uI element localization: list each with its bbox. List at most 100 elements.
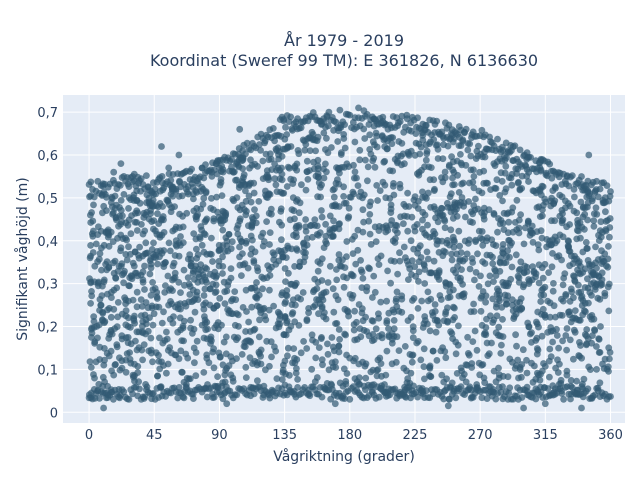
scatter-point [203, 354, 211, 362]
scatter-point [110, 395, 117, 403]
scatter-point [219, 253, 226, 261]
scatter-point [400, 364, 408, 372]
scatter-point [446, 193, 454, 201]
scatter-point [334, 296, 342, 304]
scatter-point [475, 227, 483, 235]
scatter-point [567, 318, 575, 326]
x-tick-label: 90 [211, 428, 228, 443]
scatter-point [535, 279, 543, 287]
scatter-point [449, 158, 457, 166]
scatter-point [444, 199, 451, 207]
scatter-point [210, 304, 218, 312]
scatter-point [361, 362, 369, 370]
scatter-point [455, 322, 462, 330]
scatter-point [291, 281, 299, 289]
scatter-point [558, 219, 566, 227]
scatter-point [117, 181, 124, 189]
scatter-point [113, 201, 120, 209]
scatter-point [531, 362, 538, 370]
scatter-point [440, 395, 448, 403]
scatter-point [304, 176, 312, 183]
scatter-point [192, 262, 200, 270]
scatter-point [452, 203, 459, 211]
scatter-point [375, 393, 383, 401]
scatter-point [552, 184, 559, 192]
scatter-point [424, 288, 432, 296]
scatter-point [393, 288, 401, 296]
scatter-point [521, 224, 529, 232]
scatter-point [350, 326, 358, 334]
scatter-point [530, 269, 538, 277]
scatter-point [192, 372, 200, 380]
scatter-point [103, 258, 111, 265]
scatter-point [88, 292, 96, 300]
scatter-point [428, 131, 435, 139]
scatter-point [216, 217, 224, 225]
scatter-point [438, 237, 446, 245]
scatter-point [553, 237, 561, 245]
scatter-point [346, 291, 354, 298]
scatter-point [366, 211, 374, 218]
scatter-point [470, 173, 478, 180]
scatter-point [445, 121, 453, 129]
scatter-point [451, 181, 458, 189]
scatter-point [545, 241, 553, 248]
scatter-point [294, 294, 302, 301]
x-tick-label: 225 [403, 428, 428, 443]
scatter-point [156, 334, 163, 342]
scatter-point [590, 271, 598, 279]
scatter-point [293, 247, 301, 254]
scatter-point [254, 267, 262, 275]
scatter-point [529, 187, 537, 195]
scatter-point [519, 346, 527, 354]
scatter-point [489, 260, 497, 267]
scatter-point [146, 270, 154, 278]
scatter-point [377, 252, 385, 260]
scatter-point [401, 343, 409, 350]
scatter-point [577, 234, 584, 242]
scatter-point [268, 210, 275, 218]
scatter-point [317, 335, 325, 342]
scatter-point [394, 270, 401, 278]
scatter-point [238, 272, 245, 279]
scatter-point [534, 346, 542, 354]
scatter-point [416, 150, 424, 158]
scatter-point [160, 247, 168, 254]
scatter-point [391, 124, 399, 131]
y-tick-label: 0,4 [37, 235, 58, 250]
scatter-point [452, 394, 460, 402]
scatter-point [420, 262, 428, 269]
scatter-point [444, 402, 452, 410]
scatter-point [510, 315, 518, 322]
scatter-point [90, 323, 98, 331]
scatter-point [126, 355, 134, 363]
scatter-point [248, 214, 256, 221]
scatter-point [529, 238, 537, 246]
scatter-point [184, 354, 192, 362]
scatter-point [492, 185, 500, 192]
scatter-point [539, 305, 547, 313]
scatter-point [356, 156, 364, 164]
scatter-point [414, 114, 421, 122]
scatter-point [184, 188, 191, 196]
scatter-point [508, 296, 516, 303]
scatter-point [399, 150, 407, 158]
scatter-point [104, 233, 112, 241]
scatter-point [512, 251, 520, 259]
scatter-point [288, 245, 295, 253]
scatter-point [463, 250, 471, 258]
scatter-point [559, 281, 567, 289]
scatter-point [602, 227, 610, 235]
tick-labels: 0 45 90 135 180 225 270 315 360 0 0,1 0,2 0,3 0,4 0,5 0… [37, 106, 623, 443]
scatter-point [351, 375, 359, 382]
scatter-point [499, 147, 507, 154]
scatter-point [440, 378, 448, 386]
scatter-point [278, 236, 285, 244]
scatter-point [353, 318, 360, 326]
scatter-point [333, 164, 340, 172]
scatter-point [565, 308, 573, 315]
scatter-point [248, 162, 256, 169]
scatter-point [333, 276, 341, 284]
scatter-point [492, 395, 500, 403]
